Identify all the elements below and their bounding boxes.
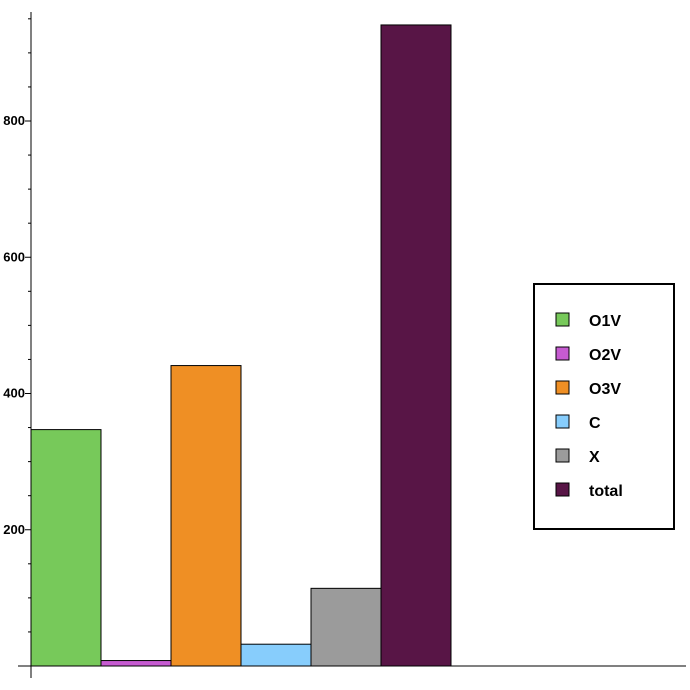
bar-x xyxy=(310,587,382,667)
legend-swatch-o2v xyxy=(555,346,570,361)
legend-swatch-c xyxy=(555,414,570,429)
legend-label-o3v: O3V xyxy=(589,381,621,398)
legend-swatch-x xyxy=(555,448,570,463)
y-tick-label: 600 xyxy=(3,249,25,264)
legend-label-o1v: O1V xyxy=(589,313,621,330)
legend-label-total: total xyxy=(589,483,623,500)
bar-c xyxy=(240,643,312,667)
legend-label-x: X xyxy=(589,449,600,466)
bar-total xyxy=(380,24,452,667)
y-tick-label: 800 xyxy=(3,113,25,128)
y-tick-label: 400 xyxy=(3,386,25,401)
legend-label-o2v: O2V xyxy=(589,347,621,364)
bar-o3v xyxy=(170,365,242,667)
legend-swatch-total xyxy=(555,482,570,497)
legend-swatch-o1v xyxy=(555,312,570,327)
y-tick-label: 200 xyxy=(3,522,25,537)
bar-o1v xyxy=(30,429,102,667)
bar-o2v xyxy=(100,660,172,667)
legend-swatch-o3v xyxy=(555,380,570,395)
legend-label-c: C xyxy=(589,415,601,432)
